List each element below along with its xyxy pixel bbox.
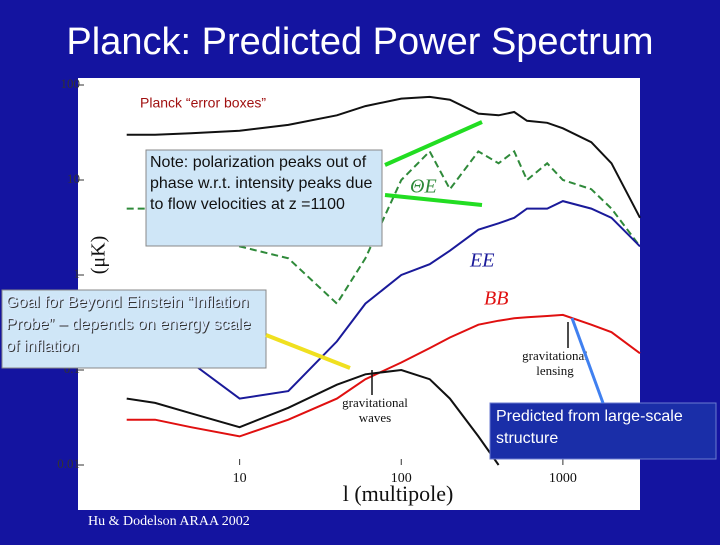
series-line	[126, 95, 641, 219]
note: Note: polarization peaks out of phase w.…	[150, 154, 373, 213]
goal-text: Goal for Beyond Einstein “Inflation Prob…	[6, 294, 251, 355]
credit: Hu & Dodelson ARAA 2002	[88, 514, 250, 529]
series-line	[126, 368, 500, 466]
prediction-text: Predicted from large-scale structure	[496, 408, 683, 447]
series-label: EE	[469, 250, 494, 272]
arrow	[384, 120, 483, 167]
series-label: BB	[484, 288, 508, 310]
y-tick-label: 1	[74, 266, 81, 281]
lensing-text: gravitational lensing	[522, 348, 588, 378]
note-text: Note: polarization peaks out of phase w.…	[150, 154, 373, 213]
slide-title: Planck: Predicted Power Spectrum	[66, 21, 653, 63]
goal: Goal for Beyond Einstein “Inflation Prob…	[6, 294, 251, 355]
y-tick-label: 100	[61, 76, 81, 91]
x-tick-label: 1000	[549, 471, 577, 486]
arrow	[265, 333, 351, 370]
waves-text: gravitational waves	[342, 395, 408, 425]
waves-label: gravitational waves	[342, 395, 408, 425]
series-line	[126, 200, 641, 400]
y-tick-label: 10	[67, 171, 80, 186]
series-line	[126, 313, 641, 438]
prediction: Predicted from large-scale structure	[496, 408, 683, 447]
lensing-label: gravitational lensing	[522, 348, 588, 378]
series-label: ΘE	[410, 176, 437, 198]
annotation: Planck “error boxes”	[140, 95, 266, 111]
note-box	[145, 149, 383, 247]
prediction-box	[489, 402, 717, 460]
x-axis-label: l (multipole)	[343, 481, 454, 506]
goal-box	[1, 289, 267, 369]
arrow	[384, 193, 483, 207]
x-tick-label: 100	[391, 471, 412, 486]
y-tick-label: 0.01	[57, 456, 80, 471]
arrow	[570, 317, 605, 404]
y-axis-label: (μK)	[88, 236, 110, 275]
x-tick-label: 10	[233, 471, 247, 486]
